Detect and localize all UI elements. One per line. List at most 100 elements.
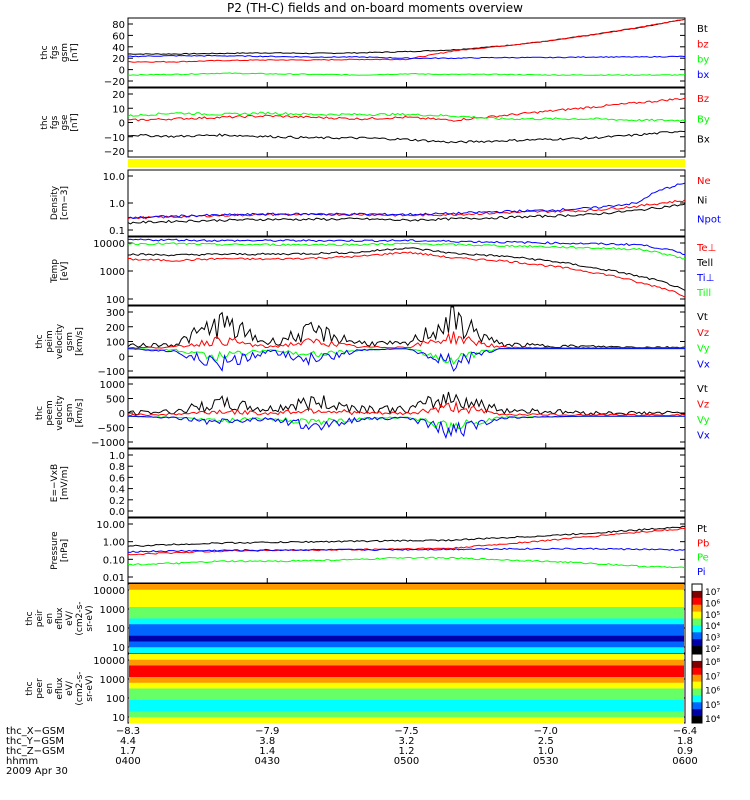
legend-peem-velocity-1: Vz bbox=[697, 400, 709, 411]
ylabel-peem-velocity-4: [km/s] bbox=[75, 399, 85, 428]
legend-peem-velocity-2: Vy bbox=[697, 415, 710, 426]
ylabel-fgs-gse-1: fgs bbox=[50, 115, 60, 129]
colorbar-frame-peer-spectrogram bbox=[691, 653, 703, 724]
spectro-band-peer-spectrogram-9 bbox=[129, 705, 684, 712]
ylabel-peer-spectrogram-6: sr-eV) bbox=[85, 675, 95, 701]
series-line-pressure-1 bbox=[127, 527, 686, 556]
legend-peim-velocity-0: Vt bbox=[697, 312, 708, 323]
series-line-peim-velocity-0 bbox=[127, 306, 686, 349]
colorbar-label-peir-spectrogram-5: 10² bbox=[705, 645, 720, 655]
ylabel-peer-spectrogram-1: peer bbox=[35, 678, 45, 699]
ylabel-peim-velocity-2: velocity bbox=[55, 323, 65, 359]
legend-peim-velocity-1: Vz bbox=[697, 328, 709, 339]
legend-peim-velocity-2: Vy bbox=[697, 344, 710, 355]
ytick-label-pressure-2: 0.10 bbox=[103, 555, 125, 566]
spectro-band-peir-spectrogram-7 bbox=[129, 624, 684, 631]
ytick-label-peem-velocity-3: −500 bbox=[98, 424, 125, 435]
ylabel-peim-velocity-0: thc bbox=[35, 334, 45, 348]
colorbar-seg-peer-spectrogram-6 bbox=[692, 695, 702, 703]
series-line-density-2 bbox=[127, 182, 686, 220]
spectro-band-peir-spectrogram-3 bbox=[129, 601, 684, 608]
ytick-label-peem-velocity-0: 1000 bbox=[100, 380, 125, 391]
series-line-temperature-0 bbox=[127, 251, 686, 298]
series-line-density-1 bbox=[127, 203, 686, 225]
ylabel-temperature-1: [eV] bbox=[60, 262, 70, 281]
xaxis-value-x-0: −8.3 bbox=[116, 726, 140, 737]
xaxis-row-label-2: thc_Z−GSM bbox=[6, 746, 65, 757]
spectro-band-peir-spectrogram-11 bbox=[129, 647, 684, 654]
spectro-band-peir-spectrogram-0 bbox=[129, 584, 684, 591]
series-line-temperature-3 bbox=[128, 242, 686, 260]
legend-fgs-gse-1: By bbox=[697, 114, 710, 125]
legend-fgs-gsm-3: bx bbox=[697, 70, 709, 81]
spectro-band-peir-spectrogram-6 bbox=[129, 618, 684, 625]
colorbar-seg-peer-spectrogram-2 bbox=[692, 667, 702, 676]
ylabel-peir-spectrogram-3: eflux bbox=[55, 607, 65, 630]
xaxis-value-z-1: 1.4 bbox=[259, 746, 275, 757]
xaxis-row-label-4: 2009 Apr 30 bbox=[6, 766, 68, 777]
ylabel-peem-velocity-0: thc bbox=[35, 406, 45, 420]
xaxis-value-y-1: 3.8 bbox=[259, 736, 275, 747]
series-line-fgs-gsm-0 bbox=[127, 18, 686, 55]
colorbar-seg-peir-spectrogram-7 bbox=[692, 632, 702, 640]
ylabel-peem-velocity-2: velocity bbox=[55, 395, 65, 431]
ytick-label-peir-spectrogram-2: 100 bbox=[106, 624, 125, 635]
colorbar-seg-peir-spectrogram-3 bbox=[692, 604, 702, 613]
colorbar-seg-peer-spectrogram-1 bbox=[692, 660, 702, 669]
ytick-label-fgs-gsm-0: 80 bbox=[112, 20, 125, 31]
legend-density-1: Ni bbox=[697, 195, 707, 206]
series-line-peim-velocity-1 bbox=[127, 331, 686, 349]
legend-temperature-3: Till bbox=[696, 288, 711, 299]
series-line-peem-velocity-2 bbox=[127, 415, 685, 434]
series-line-pressure-2 bbox=[127, 556, 686, 569]
spectro-band-peer-spectrogram-6 bbox=[129, 688, 684, 695]
ytick-label-fgs-gse-2: 0 bbox=[119, 119, 125, 130]
ylabel-peir-spectrogram-0: thc bbox=[25, 611, 35, 625]
ylabel-fgs-gsm-1: fgs bbox=[50, 45, 60, 59]
spectro-band-peer-spectrogram-8 bbox=[129, 700, 684, 707]
yellow-bar bbox=[128, 159, 685, 167]
ylabel-exb-1: [mV/m] bbox=[60, 466, 70, 500]
ytick-label-peem-velocity-2: 0 bbox=[119, 409, 125, 420]
ytick-label-fgs-gsm-5: −20 bbox=[104, 77, 125, 88]
spectro-band-peer-spectrogram-11 bbox=[129, 717, 684, 724]
series-line-fgs-gsm-2 bbox=[127, 72, 686, 76]
xaxis-value-z-4: 0.9 bbox=[677, 746, 693, 757]
xaxis-value-z-3: 1.0 bbox=[538, 746, 554, 757]
xaxis-value-t-1: 0430 bbox=[255, 756, 280, 767]
colorbar-seg-peir-spectrogram-8 bbox=[692, 639, 702, 647]
colorbar-label-peer-spectrogram-0: 10⁸ bbox=[705, 658, 720, 668]
ylabel-peir-spectrogram-4: eV/ bbox=[65, 610, 75, 626]
ytick-label-pressure-3: 0.01 bbox=[103, 573, 125, 584]
ytick-label-peim-velocity-1: 200 bbox=[106, 323, 125, 334]
colorbar-seg-peir-spectrogram-6 bbox=[692, 625, 702, 633]
ylabel-density-1: [cm−3] bbox=[60, 186, 70, 220]
colorbar-seg-peer-spectrogram-9 bbox=[692, 716, 702, 724]
legend-fgs-gsm-2: by bbox=[697, 55, 709, 66]
ylabel-peim-velocity-3: gsm bbox=[65, 332, 75, 351]
ytick-label-peem-velocity-4: −1000 bbox=[91, 438, 125, 449]
ytick-label-fgs-gse-1: 10 bbox=[112, 104, 125, 115]
xaxis-row-label-0: thc_X−GSM bbox=[6, 726, 65, 737]
ylabel-pressure-0: Pressure bbox=[50, 531, 60, 570]
ytick-label-fgs-gse-0: 20 bbox=[112, 90, 125, 101]
spectro-band-peer-spectrogram-5 bbox=[129, 682, 684, 689]
ytick-label-peim-velocity-4: −100 bbox=[98, 367, 125, 378]
ytick-label-fgs-gse-4: −20 bbox=[104, 147, 125, 158]
ytick-label-exb-2: 0.6 bbox=[109, 473, 125, 484]
ylabel-peim-velocity-1: peim bbox=[45, 330, 55, 353]
spectro-band-peer-spectrogram-7 bbox=[129, 694, 684, 701]
ytick-label-density-0: 10.0 bbox=[103, 172, 125, 183]
colorbar-seg-peer-spectrogram-4 bbox=[692, 681, 702, 689]
ytick-label-peir-spectrogram-3: 10 bbox=[112, 643, 125, 654]
ytick-label-temperature-1: 1000 bbox=[100, 267, 125, 278]
colorbar-seg-peer-spectrogram-8 bbox=[692, 709, 702, 717]
ylabel-peir-spectrogram-6: sr-eV) bbox=[85, 605, 95, 631]
ylabel-peem-velocity-3: gsm bbox=[65, 403, 75, 422]
ytick-label-pressure-0: 10.00 bbox=[96, 520, 125, 531]
xaxis-value-z-2: 1.2 bbox=[399, 746, 415, 757]
ylabel-fgs-gsm-3: [nT] bbox=[70, 43, 80, 61]
spectro-band-peer-spectrogram-2 bbox=[129, 665, 684, 672]
colorbar-seg-peir-spectrogram-4 bbox=[692, 611, 702, 619]
legend-temperature-1: Tell bbox=[696, 258, 713, 269]
